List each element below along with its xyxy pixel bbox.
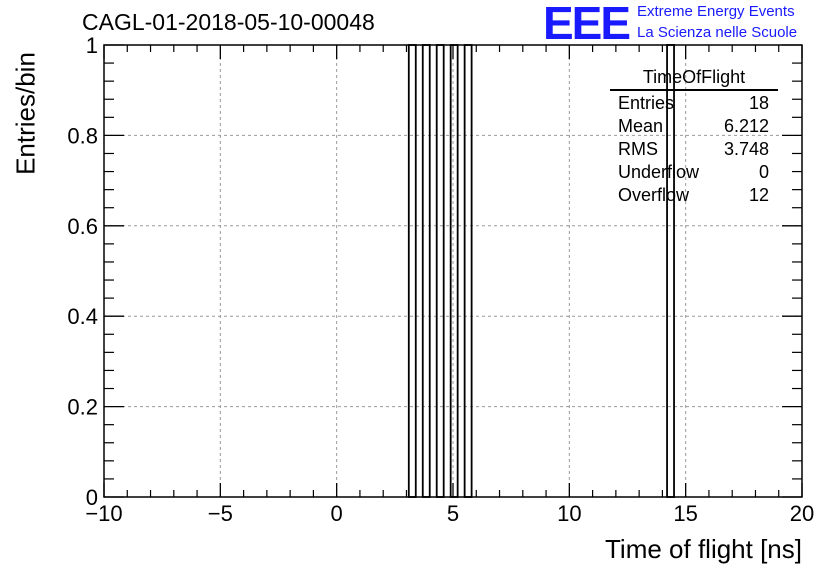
y-tick-label: 0 — [86, 485, 98, 510]
logo-line-2: La Scienza nelle Scuole — [637, 24, 798, 41]
x-axis-label: Time of flight [ns] — [605, 534, 802, 564]
histogram-bar — [407, 44, 417, 498]
stats-value: 18 — [748, 93, 769, 113]
x-tick-label: −5 — [208, 501, 233, 526]
stats-row-rms: RMS 3.748 — [610, 138, 778, 161]
x-tick-label: 15 — [673, 501, 697, 526]
y-tick-label: 0.4 — [67, 304, 98, 329]
tick-labels: −10 −5 0 5 10 15 20 0 0.2 0.4 0.6 0.8 1 — [67, 33, 814, 526]
stats-label: Overflow — [618, 185, 690, 205]
chart-title: CAGL-01-2018-05-10-00048 — [82, 9, 375, 35]
stats-label: Entries — [618, 93, 675, 113]
eee-logo: EEE — [543, 0, 631, 49]
x-tick-label: −10 — [85, 501, 122, 526]
stats-value: 12 — [748, 185, 769, 205]
histogram-bar — [435, 44, 445, 498]
x-tick-label: 20 — [790, 501, 814, 526]
stats-value: 6.212 — [723, 116, 769, 136]
y-axis-label: Entries/bin — [10, 52, 41, 175]
histogram-bar — [463, 44, 473, 498]
grid-lines — [104, 45, 802, 497]
stats-row-overflow: Overflow 12 — [610, 184, 778, 207]
stats-row-entries: Entries 18 — [610, 92, 778, 115]
x-tick-label: 5 — [447, 501, 459, 526]
stats-label: RMS — [618, 139, 658, 159]
stats-row-mean: Mean 6.212 — [610, 115, 778, 138]
x-tick-label: 0 — [331, 501, 343, 526]
stats-row-underflow: Underflow 0 — [610, 161, 778, 184]
stats-title: TimeOfFlight — [610, 67, 778, 91]
stats-label: Mean — [618, 116, 664, 136]
stats-label: Underflow — [618, 162, 700, 182]
y-tick-label: 0.2 — [67, 395, 98, 420]
y-tick-label: 0.8 — [67, 123, 98, 148]
y-tick-label: 1 — [86, 33, 98, 58]
logo-line-1: Extreme Energy Events — [637, 3, 795, 20]
histogram-bar — [421, 44, 431, 498]
axis-ticks — [103, 44, 803, 498]
stats-box: TimeOfFlight Entries 18 Mean 6.212 RMS 3.74… — [610, 67, 778, 207]
x-tick-label: 10 — [557, 501, 581, 526]
y-tick-label: 0.6 — [67, 214, 98, 239]
histogram-bar — [449, 44, 459, 498]
stats-value: 0 — [758, 162, 769, 182]
stats-value: 3.748 — [723, 139, 769, 159]
